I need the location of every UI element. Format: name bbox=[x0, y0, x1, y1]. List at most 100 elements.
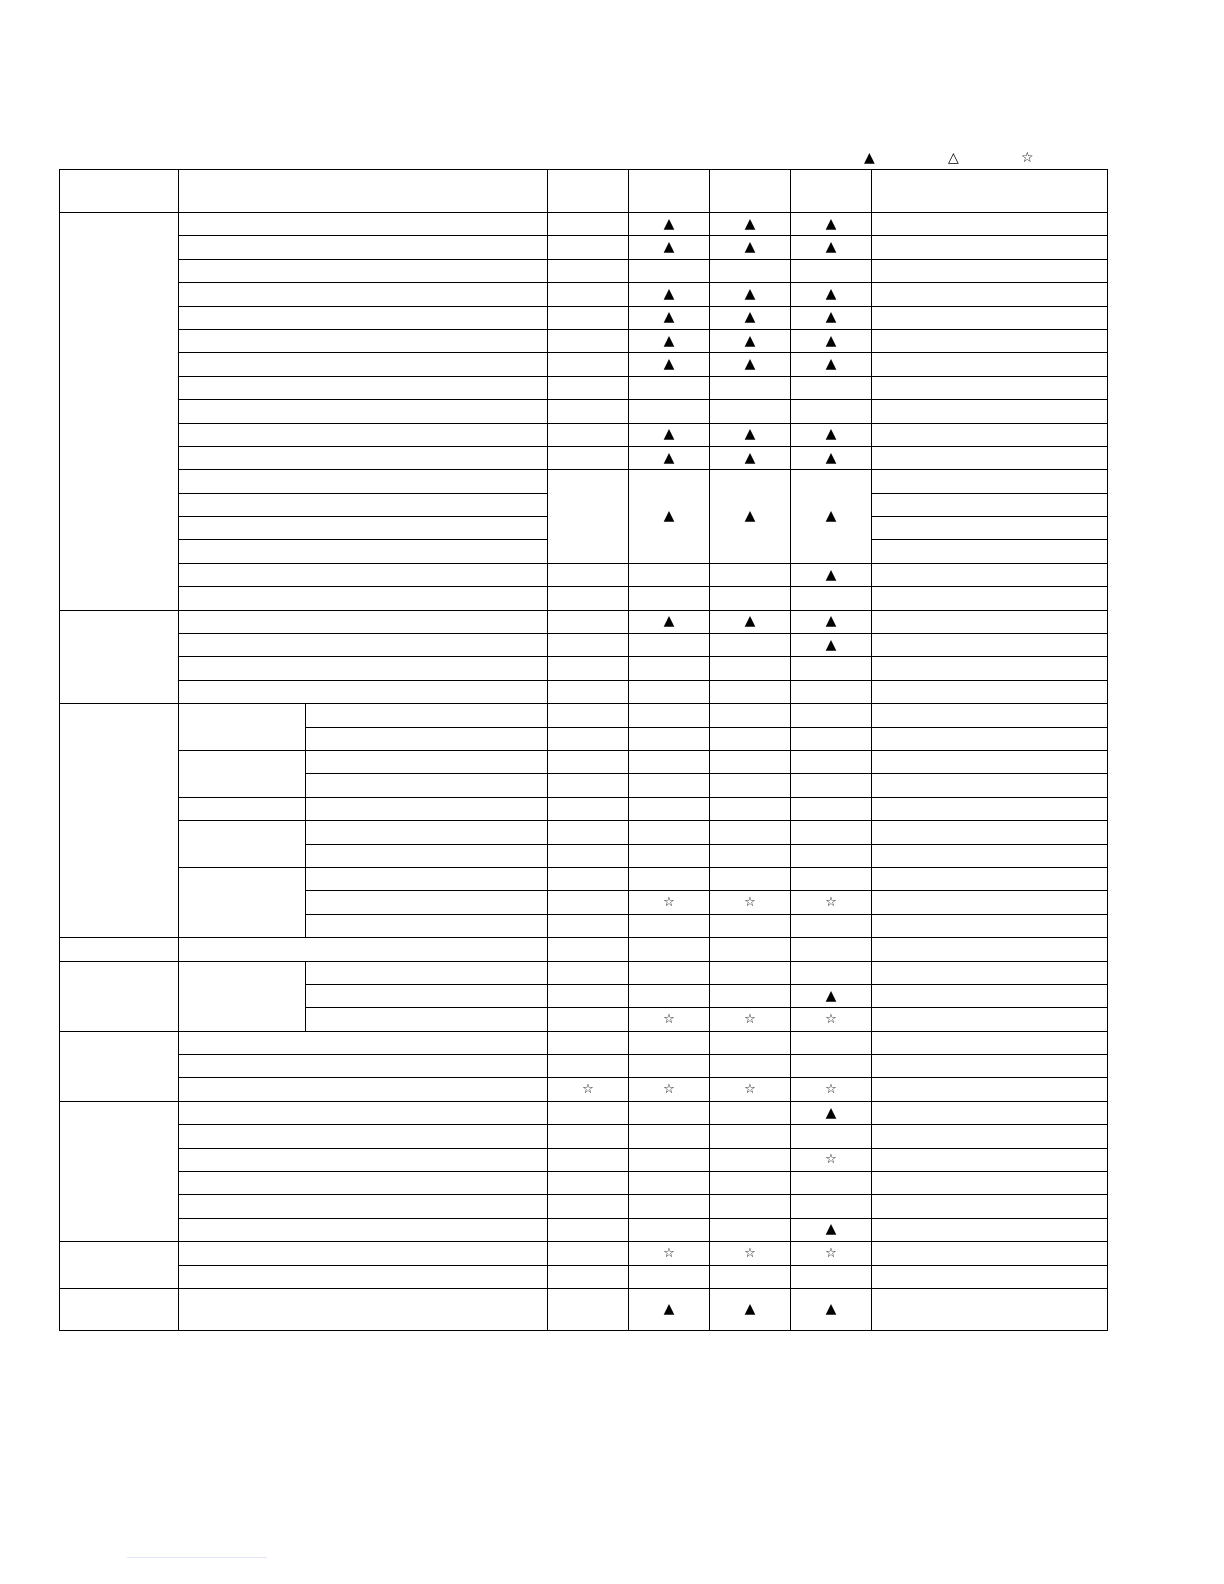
mark-cell bbox=[628, 1171, 710, 1196]
filled-triangle-icon: ▲ bbox=[663, 309, 675, 326]
remarks-cell bbox=[871, 492, 1108, 518]
table-row: ▲ ▲ ▲ bbox=[59, 609, 1108, 705]
mark-cell bbox=[709, 843, 791, 868]
item-cell bbox=[178, 1241, 548, 1266]
mark-cell bbox=[547, 1171, 629, 1196]
mark-cell bbox=[547, 235, 629, 260]
mark-cell bbox=[709, 586, 791, 611]
table-row bbox=[60, 258, 1108, 284]
remarks-cell bbox=[871, 1124, 1108, 1149]
header-cell bbox=[628, 169, 710, 213]
filled-triangle-icon: ▲ bbox=[663, 356, 675, 373]
star-icon: ☆ bbox=[825, 1011, 837, 1027]
item-cell bbox=[178, 352, 548, 377]
mark-cell: ▲ bbox=[628, 211, 710, 237]
table-row bbox=[60, 656, 1108, 681]
mark-cell bbox=[547, 211, 629, 237]
mark-cell bbox=[628, 983, 710, 1009]
filled-triangle-icon: ▲ bbox=[744, 508, 756, 525]
filled-triangle-icon: ▲ bbox=[744, 613, 756, 630]
category-cell bbox=[59, 937, 179, 962]
item-cell bbox=[305, 843, 548, 868]
mark-cell: ▲ bbox=[790, 1217, 872, 1243]
mark-cell bbox=[628, 820, 710, 845]
header-cell bbox=[547, 169, 629, 213]
table-row: ▲ bbox=[59, 1100, 1108, 1243]
mark-cell bbox=[709, 258, 791, 284]
filled-triangle-icon: ▲ bbox=[663, 239, 675, 256]
mark-cell bbox=[628, 1124, 710, 1149]
item-cell bbox=[178, 1054, 548, 1079]
mark-cell bbox=[790, 1264, 872, 1289]
filled-triangle-icon: ▲ bbox=[825, 508, 837, 525]
filled-triangle-icon: ▲ bbox=[825, 1300, 837, 1317]
filled-triangle-icon: ▲ bbox=[825, 613, 837, 630]
remarks-cell bbox=[871, 469, 1108, 494]
outline-triangle-icon: △ bbox=[948, 150, 959, 166]
mark-cell bbox=[709, 726, 791, 751]
mark-cell bbox=[709, 656, 791, 681]
table-row: ▲ bbox=[60, 1217, 1108, 1243]
remarks-cell bbox=[871, 1287, 1108, 1331]
mark-cell: ☆ bbox=[790, 1077, 872, 1102]
header-row bbox=[59, 169, 1108, 213]
remarks-cell bbox=[871, 562, 1108, 588]
mark-cell bbox=[790, 749, 872, 775]
spec-table: ▲ ▲ ▲ ▲ ▲ ▲ ▲ ▲ ▲ ▲ ▲ ▲ ▲ ▲ ▲ ▲ ▲ ▲ ▲ ▲ ▲ ▲ ▲ ▲ ▲ ▲ ▲ ▲ ▲ ▲ ▲ ▲ ☆ ☆ ☆ ▲ ☆ ☆ ☆ ☆… bbox=[59, 169, 1108, 1331]
mark-cell bbox=[547, 562, 629, 588]
mark-cell: ▲ bbox=[790, 983, 872, 1009]
remarks-cell bbox=[871, 609, 1108, 635]
subcategory-cell bbox=[178, 796, 306, 822]
category-cell bbox=[59, 960, 179, 1032]
star-icon: ☆ bbox=[1021, 150, 1034, 166]
item-cell bbox=[178, 1147, 548, 1173]
filled-triangle-icon: ▲ bbox=[663, 1300, 675, 1317]
mark-cell: ▲ bbox=[709, 211, 791, 237]
mark-cell: ☆ bbox=[628, 890, 710, 915]
table-row: ☆ bbox=[60, 1147, 1108, 1173]
item-cell bbox=[178, 1194, 548, 1219]
item-cell bbox=[178, 609, 548, 635]
table-row bbox=[59, 937, 1108, 962]
mark-cell bbox=[628, 866, 710, 892]
mark-cell bbox=[547, 1030, 629, 1056]
mark-cell bbox=[628, 1147, 710, 1173]
mark-cell: ▲ bbox=[628, 235, 710, 260]
mark-cell bbox=[628, 1030, 710, 1056]
mark-cell: ▲ bbox=[628, 609, 710, 635]
remarks-cell bbox=[871, 937, 1108, 962]
remarks-cell bbox=[871, 656, 1108, 681]
item-cell bbox=[178, 679, 548, 705]
mark-cell: ▲ bbox=[790, 235, 872, 260]
remarks-cell bbox=[871, 1241, 1108, 1266]
mark-cell bbox=[709, 562, 791, 588]
mark-cell bbox=[790, 820, 872, 845]
table-row: ▲ ▲ ▲ bbox=[59, 1287, 1108, 1331]
filled-triangle-icon: ▲ bbox=[663, 332, 675, 349]
mark-cell bbox=[547, 866, 629, 892]
item-cell bbox=[178, 562, 548, 588]
item-cell bbox=[178, 633, 548, 658]
remarks-cell bbox=[871, 633, 1108, 658]
remarks-cell bbox=[871, 983, 1108, 1009]
mark-cell: ☆ bbox=[709, 1077, 791, 1102]
footer-line bbox=[127, 1557, 267, 1558]
table-row bbox=[60, 796, 1108, 822]
header-cell bbox=[790, 169, 872, 213]
filled-triangle-icon: ▲ bbox=[825, 449, 837, 466]
mark-cell bbox=[547, 843, 629, 868]
mark-cell bbox=[547, 1007, 629, 1032]
mark-cell bbox=[547, 679, 629, 705]
table-row: ▲ ▲ ▲ bbox=[60, 282, 1108, 307]
table-row bbox=[60, 1171, 1108, 1196]
star-icon: ☆ bbox=[825, 1245, 837, 1261]
filled-triangle-icon: ▲ bbox=[744, 332, 756, 349]
filled-triangle-icon: ▲ bbox=[744, 215, 756, 232]
table-row bbox=[60, 399, 1108, 424]
filled-triangle-icon: ▲ bbox=[864, 150, 875, 166]
mark-cell bbox=[709, 773, 791, 798]
mark-cell bbox=[709, 703, 791, 728]
table-row: ▲ ▲ ▲ bbox=[60, 328, 1108, 354]
filled-triangle-icon: ▲ bbox=[825, 285, 837, 302]
table-row bbox=[60, 913, 1108, 939]
